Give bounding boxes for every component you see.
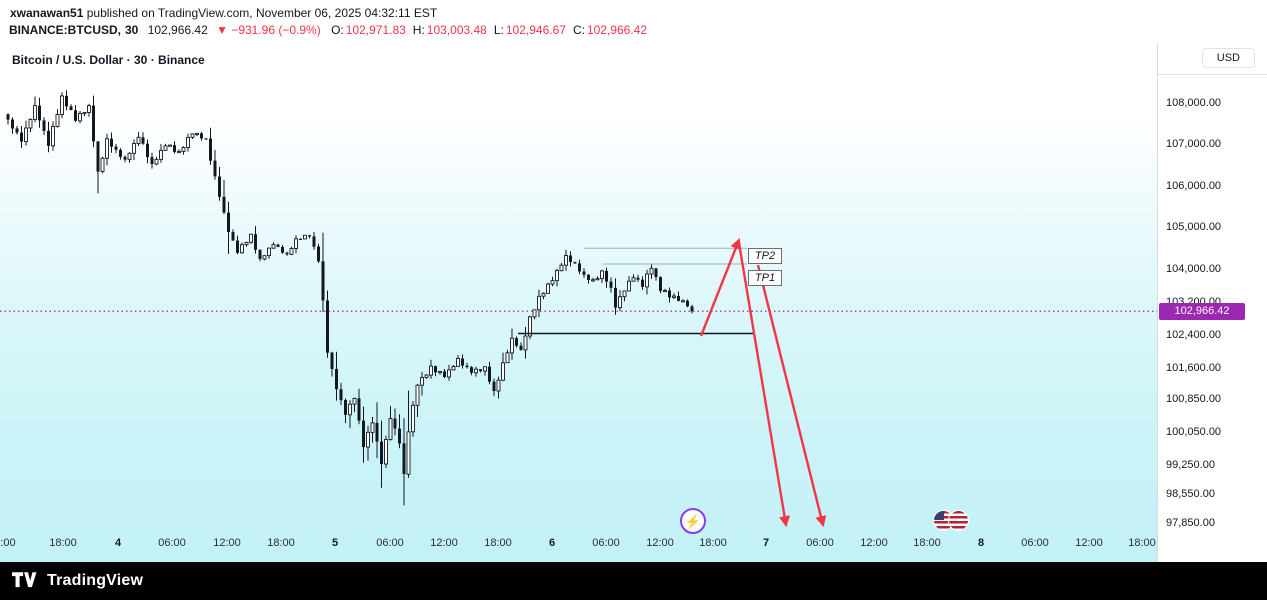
- time-axis-label: 06:00: [1021, 537, 1049, 549]
- symbol-name: BINANCE:BTCUSD,: [9, 23, 121, 37]
- time-axis-label: 06:00: [158, 537, 186, 549]
- price-axis-label: 98,550.00: [1166, 488, 1215, 501]
- ohlc-label: H:: [412, 23, 425, 37]
- price-axis-label: 108,000.00: [1166, 97, 1222, 109]
- price-axis-label: 107,000.00: [1166, 138, 1222, 151]
- ohlc-label: C:: [572, 23, 585, 37]
- price-axis-label: 102,400.00: [1166, 328, 1222, 341]
- interval-label: 30: [125, 23, 139, 37]
- time-axis-label: 12:00: [430, 537, 458, 549]
- chart-canvas[interactable]: [0, 44, 1157, 562]
- time-axis-day-label: 6: [548, 537, 556, 549]
- ohlc-label: O:: [331, 23, 344, 37]
- price-axis-label: 100,050.00: [1166, 425, 1222, 438]
- candlestick-series: [6, 90, 694, 506]
- time-axis-label: 12:00: [213, 537, 241, 549]
- projection-arrow-down[interactable]: [756, 264, 827, 528]
- time-axis-day-label: 7: [762, 537, 770, 549]
- currency-toggle-button[interactable]: USD: [1201, 48, 1255, 68]
- symbol-line: BINANCE:BTCUSD, 30 102,966.42 ▼ −931.96 (…: [9, 23, 647, 37]
- last-price-badge: 102,966.42: [1159, 302, 1245, 320]
- lightning-event-icon[interactable]: ⚡: [680, 508, 706, 534]
- published-text: published on TradingView.com, November 0…: [86, 6, 438, 20]
- time-axis-day-label: 8: [977, 537, 985, 549]
- price-axis-header: USD: [1158, 44, 1267, 75]
- ohlc-label: L:: [493, 23, 504, 37]
- price-axis[interactable]: USD 108,000.00 107,000.00 106,000.00 105,00…: [1157, 44, 1267, 562]
- time-axis-label: 18:00: [267, 537, 295, 549]
- time-axis-label: 18:00: [1128, 537, 1156, 549]
- time-axis-label: 18:00: [913, 537, 941, 549]
- price-axis-label: 101,600.00: [1166, 361, 1222, 374]
- price-axis-label: 99,250.00: [1166, 459, 1215, 472]
- time-axis-label: :00: [0, 537, 16, 549]
- time-axis-label: 18:00: [484, 537, 512, 549]
- chart-pane[interactable]: Bitcoin / U.S. Dollar · 30 · Binance TP2…: [0, 44, 1267, 562]
- flag-icon-right: [948, 510, 969, 531]
- published-line: xwanawan51 published on TradingView.com,…: [10, 6, 437, 20]
- economic-event-flags-icon[interactable]: [933, 510, 971, 532]
- time-axis-label: 06:00: [592, 537, 620, 549]
- price-axis-label: 100,850.00: [1166, 392, 1222, 405]
- time-axis-label: 12:00: [646, 537, 674, 549]
- time-axis-day-label: 5: [331, 537, 339, 549]
- ohlc-value: 102,946.67: [505, 23, 566, 37]
- price-axis-label: 105,000.00: [1166, 221, 1222, 234]
- tp2-label[interactable]: TP2: [748, 248, 782, 265]
- snapshot-header: xwanawan51 published on TradingView.com,…: [0, 0, 1267, 44]
- ohlc-value: 102,971.83: [345, 23, 406, 37]
- time-axis-label: 18:00: [699, 537, 727, 549]
- price-axis-label: 97,850.00: [1166, 516, 1215, 529]
- footer-bar: TradingView: [0, 562, 1267, 600]
- tradingview-wordmark[interactable]: TradingView: [47, 572, 144, 589]
- projection-arrow-down[interactable]: [737, 242, 790, 528]
- chart-title: Bitcoin / U.S. Dollar · 30 · Binance: [12, 53, 205, 67]
- ohlc-value: 102,966.42: [586, 23, 647, 37]
- ohlc-values: O: 102,971.83 H: 103,003.48 L: 102,946.67 C: 10…: [324, 23, 647, 37]
- price-axis-label: 104,000.00: [1166, 262, 1222, 275]
- last-price-text: 102,966.42: [147, 23, 208, 37]
- time-axis-label: 12:00: [1075, 537, 1103, 549]
- projection-arrow-up[interactable]: [699, 237, 741, 337]
- tp1-label[interactable]: TP1: [748, 270, 782, 287]
- time-axis-label: 12:00: [860, 537, 888, 549]
- time-axis-label: 06:00: [806, 537, 834, 549]
- username: xwanawan51: [10, 6, 84, 20]
- ohlc-value: 103,003.48: [426, 23, 487, 37]
- price-axis-label: 106,000.00: [1166, 179, 1222, 192]
- trade-projection-arrows[interactable]: [699, 237, 827, 528]
- price-change-text: ▼ −931.96 (−0.9%): [216, 23, 321, 37]
- tradingview-logo-icon[interactable]: [12, 571, 38, 591]
- time-axis-label: 06:00: [376, 537, 404, 549]
- time-axis-day-label: 4: [114, 537, 122, 549]
- time-axis-label: 18:00: [49, 537, 77, 549]
